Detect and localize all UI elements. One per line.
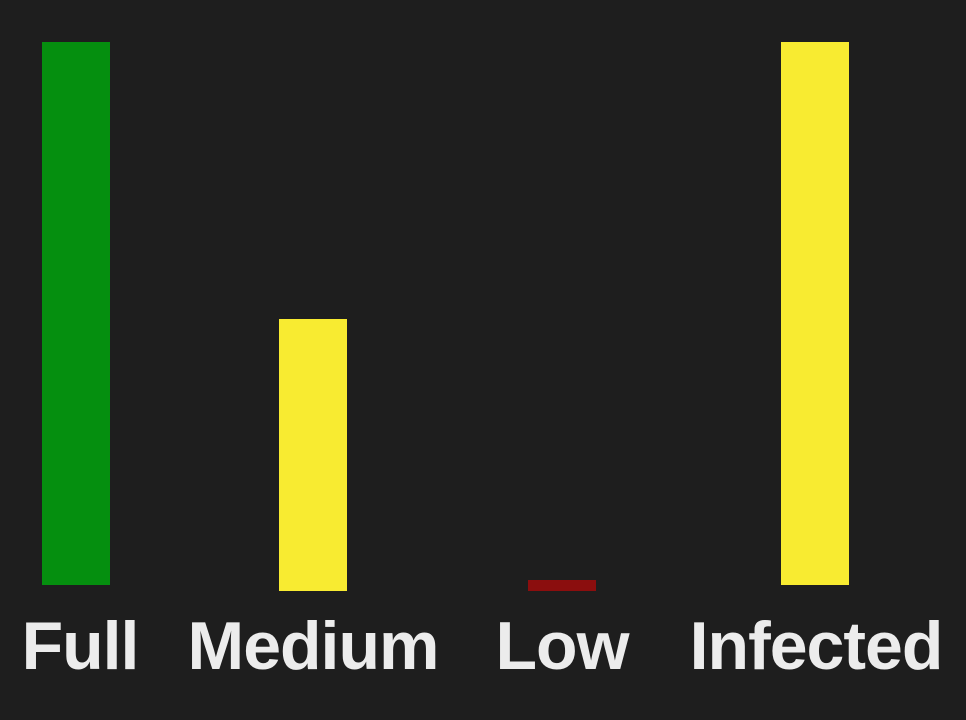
medium-label: Medium: [187, 608, 440, 684]
medium-level-bar: [279, 319, 347, 591]
infected-label: Infected: [689, 608, 944, 684]
infected-level-bar: [781, 42, 849, 585]
full-label: Full: [21, 608, 140, 684]
low-level-bar: [528, 580, 596, 591]
full-level-bar: [42, 42, 110, 585]
low-label: Low: [495, 608, 630, 684]
